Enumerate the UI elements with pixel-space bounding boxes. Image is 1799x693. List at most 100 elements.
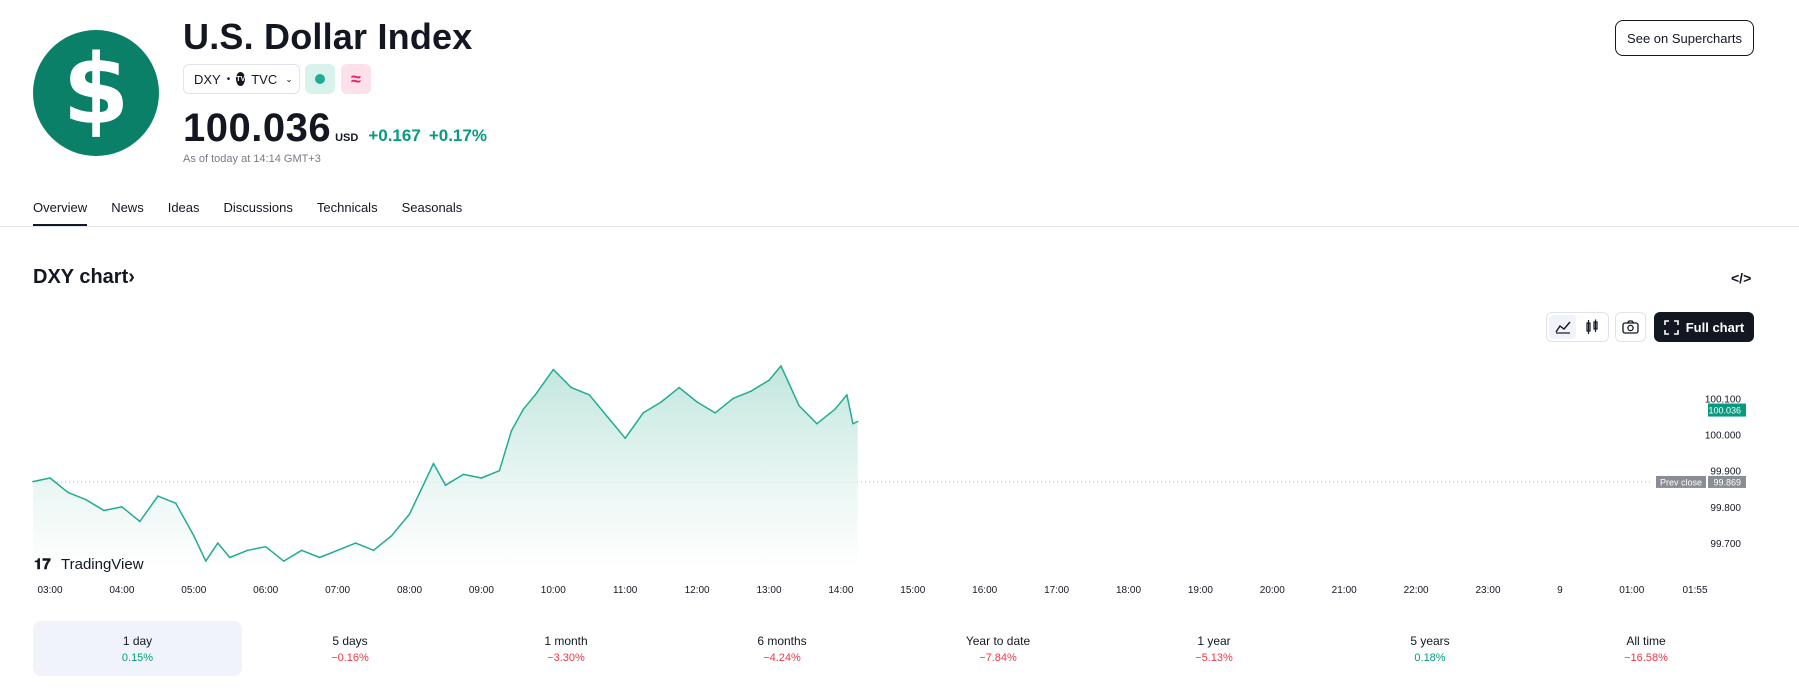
price-point [768,379,770,382]
price-line [32,365,859,562]
price-point [246,549,249,552]
price-point [318,556,321,559]
full-chart-button[interactable]: Full chart [1654,312,1754,342]
symbol-selector[interactable]: DXY • TV TVC ⌄ [183,64,300,94]
snapshot-button[interactable] [1615,312,1646,342]
x-tick-label: 10:00 [541,585,566,596]
price-point [229,556,231,559]
period-value: −7.84% [979,651,1017,664]
price-point [300,549,303,552]
x-tick-label: 01:55 [1682,585,1707,596]
chevron-right-icon: › [128,266,135,288]
x-tick-label: 16:00 [972,585,997,596]
price-point [390,535,393,537]
price-point [660,401,662,403]
price-point [444,484,447,486]
chart-style-toggle [1546,312,1609,342]
price-point [175,502,177,505]
price-point [408,513,411,515]
x-tick-label: 23:00 [1475,585,1500,596]
price-point [816,422,818,425]
delay-wave-icon: ≈ [351,68,361,89]
price-point [282,560,285,562]
x-tick-label: 14:00 [828,585,853,596]
full-chart-label: Full chart [1685,319,1745,335]
tab-news[interactable]: News [111,200,144,215]
price-point [205,560,207,562]
period-6-months[interactable]: 6 months −4.24% [674,621,890,676]
period-label: 1 day [122,633,153,648]
last-price: 100.036 [183,106,332,150]
price-point [480,477,483,479]
period-5-days[interactable]: 5 days −0.16% [242,621,458,676]
x-tick-label: 21:00 [1332,585,1357,596]
price-area-fill [33,365,858,574]
price-point [85,498,87,501]
period-all-time[interactable]: All time −16.58% [1538,621,1754,676]
price-point [498,469,501,472]
period-1-month[interactable]: 1 month −3.30% [458,621,674,676]
x-tick-label: 19:00 [1188,585,1213,596]
period-year-to-date[interactable]: Year to date −7.84% [890,621,1106,676]
price-point [798,404,800,407]
price-point [856,420,859,423]
period-label: 1 month [544,633,588,648]
camera-icon [1622,320,1639,334]
tabs-divider [0,226,1799,227]
area-chart-icon [1554,321,1571,334]
y-tick-label: 99.800 [1710,503,1741,514]
tab-bar: Overview News Ideas Discussions Technica… [33,200,486,226]
price-point [217,542,219,544]
price-point [103,509,105,512]
price-point [534,394,537,396]
code-icon[interactable]: </> [1731,270,1752,286]
x-tick-label: 13:00 [756,585,781,596]
market-status-badge[interactable] [305,64,335,94]
chart-title-text: DXY chart [33,266,129,288]
area-chart-button[interactable] [1549,315,1576,339]
price-point [522,408,525,411]
candlestick-icon [1585,319,1598,334]
prev-close-tag-bg [1656,475,1706,488]
price-point [732,397,734,400]
price-point [432,462,435,465]
last-price-tag-bg [1708,403,1746,417]
tab-ideas[interactable]: Ideas [167,200,200,215]
y-tick-label: 100.000 [1705,431,1742,442]
price-point [264,545,267,548]
tab-overview[interactable]: Overview [33,200,88,226]
x-tick-label: 11:00 [613,585,638,596]
tab-technicals[interactable]: Technicals [316,200,378,215]
x-tick-label: 12:00 [685,585,710,596]
period-label: All time [1626,633,1666,648]
period-1-year[interactable]: 1 year −5.13% [1106,621,1322,676]
period-5-years[interactable]: 5 years 0.18% [1322,621,1538,676]
price-point [139,520,141,523]
tradingview-logo-icon: 𝟏𝟕 [34,556,51,573]
x-tick-label: 07:00 [325,585,350,596]
tv-logo-icon: TV [236,72,246,86]
tab-seasonals[interactable]: Seasonals [401,200,463,215]
fullscreen-icon [1663,319,1679,335]
y-tick-label: 99.700 [1710,539,1741,550]
price-point [834,408,836,411]
price-change-percent: +0.17% [428,126,487,145]
period-label: Year to date [965,633,1031,648]
period-1-day[interactable]: 1 day 0.15% [33,621,242,676]
as-of-timestamp: As of today at 14:14 GMT+3 [183,153,321,165]
tab-discussions[interactable]: Discussions [223,200,293,215]
page-title: U.S. Dollar Index [183,16,473,57]
price-point [846,394,848,396]
price-point [780,365,782,367]
period-value: −3.30% [547,651,585,664]
candles-chart-button[interactable] [1578,315,1605,339]
x-tick-label: 01:00 [1619,585,1644,596]
period-label: 5 years [1410,633,1450,648]
ticker-label: DXY [194,71,221,87]
exchange-label: TVC [251,71,278,87]
delayed-data-badge[interactable]: ≈ [341,64,371,94]
price-point [714,412,716,414]
price-chart[interactable]: 100.100 100.000 99.900 99.800 99.700 Prev clo… [0,350,1799,600]
see-on-supercharts-button[interactable]: See on Supercharts [1615,20,1754,56]
chart-section-title[interactable]: DXY chart› [33,266,135,289]
